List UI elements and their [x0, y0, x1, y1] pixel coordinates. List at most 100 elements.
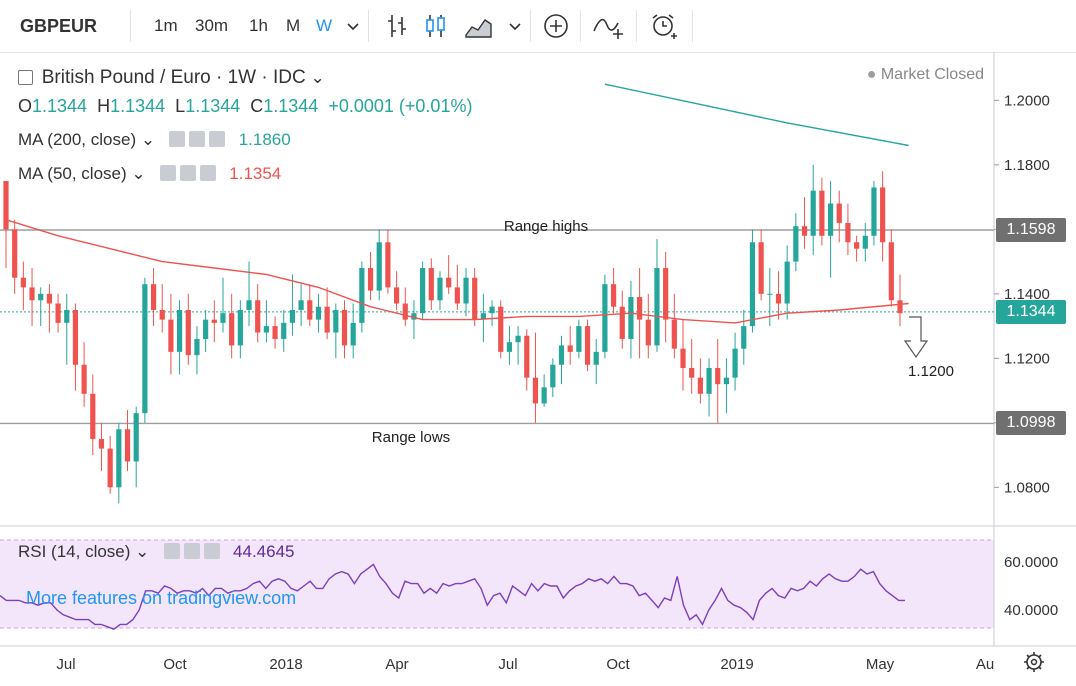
area-style-icon[interactable] [464, 13, 492, 39]
candle-body [654, 268, 660, 346]
chevron-down-icon[interactable]: ⌄ [310, 68, 325, 87]
candle-body [437, 277, 443, 301]
rsi-label[interactable]: RSI (14, close) [18, 542, 131, 561]
price-chart[interactable]: Range highs Range lows 1.1200 Jul Oct 2018… [0, 52, 1076, 686]
toolbar-divider [692, 10, 693, 42]
candle-body [315, 306, 322, 320]
candle-body [420, 268, 426, 314]
candle-body [38, 293, 44, 301]
candle-body [220, 313, 226, 323]
chevron-down-icon[interactable]: ⌄ [140, 130, 156, 149]
tradingview-watermark[interactable]: More features on tradingview.com [26, 588, 297, 608]
toolbar-divider [530, 10, 531, 42]
timeframe-week[interactable]: W [316, 16, 333, 35]
candle-body [506, 342, 513, 352]
candle-body [628, 297, 634, 339]
timeframe-1m[interactable]: 1m [154, 16, 178, 35]
candle-body [446, 277, 452, 288]
candle-body [454, 287, 460, 304]
candle-body [749, 242, 756, 327]
toolbar-divider [580, 10, 581, 42]
collapse-icon[interactable] [18, 70, 33, 85]
add-compare-icon[interactable] [542, 13, 570, 39]
ma50-label[interactable]: MA (50, close) [18, 164, 127, 183]
candle-body [281, 322, 287, 339]
price-axis[interactable]: 1.20001.18001.16001.14001.12001.10001.08… [994, 92, 1050, 496]
range-lows-label: Range lows [372, 429, 450, 446]
timeframe-30m[interactable]: 30m [195, 16, 229, 35]
candle-body [775, 293, 782, 304]
candle-body [333, 309, 339, 333]
visibility-icon[interactable] [169, 131, 186, 147]
settings-icon[interactable] [179, 165, 196, 181]
candle-body [46, 293, 52, 304]
candle-body [515, 335, 521, 343]
ma200-legend[interactable]: MA (200, close) ⌄ 1.1860 [18, 130, 291, 150]
rsi-tick-label: 40.0000 [1004, 602, 1058, 619]
open-label: O [18, 96, 33, 116]
timeframe-1h[interactable]: 1h [249, 16, 268, 35]
candle-body [663, 268, 669, 320]
settings-gear-icon[interactable] [1024, 652, 1044, 672]
ma200-line [604, 83, 909, 147]
instrument-title[interactable]: British Pound / Euro · 1W · IDC [41, 67, 306, 88]
candle-body [307, 300, 313, 320]
candle-body [12, 229, 18, 278]
chevron-down-icon[interactable] [346, 13, 360, 39]
ma50-value: 1.1354 [229, 164, 282, 183]
low-value: 1.1344 [185, 96, 241, 116]
candle-body [81, 364, 87, 394]
close-icon[interactable] [203, 543, 220, 559]
candle-body [810, 190, 816, 236]
candle-body [723, 377, 730, 385]
candle-body [116, 429, 122, 488]
close-icon[interactable] [209, 131, 226, 147]
rsi-axis[interactable]: 60.0000 40.0000 [1004, 554, 1058, 619]
candle-body [593, 351, 599, 365]
candle-body [541, 387, 547, 404]
time-axis[interactable]: Jul Oct 2018 Apr Jul Oct 2019 May Au [56, 656, 994, 673]
high-value: 1.1344 [110, 96, 166, 116]
candle-body [715, 368, 721, 385]
candle-body [819, 190, 825, 236]
candle-body [237, 309, 243, 346]
candle-body [689, 368, 695, 378]
visibility-icon[interactable] [159, 165, 176, 181]
candle-body [880, 187, 886, 243]
candle-body [107, 448, 113, 488]
rsi-legend[interactable]: RSI (14, close) ⌄ 44.4645 [18, 542, 295, 562]
candle-body [697, 377, 703, 394]
ma200-label[interactable]: MA (200, close) [18, 130, 137, 149]
candle-body [732, 348, 738, 378]
symbol-button[interactable]: GBPEUR [20, 16, 98, 36]
settings-icon[interactable] [183, 543, 200, 559]
ma50-legend[interactable]: MA (50, close) ⌄ 1.1354 [18, 164, 281, 184]
top-toolbar: GBPEUR 1m 30m 1h M W [0, 0, 1076, 53]
market-status-text: Market Closed [880, 66, 984, 83]
alert-icon[interactable] [648, 13, 680, 39]
indicators-icon[interactable] [592, 13, 626, 39]
range-lows-price-tag: 1.0998 [996, 411, 1066, 436]
timeframe-month[interactable]: M [286, 16, 301, 35]
time-tick-label: Au [976, 656, 994, 673]
candle-body [3, 180, 9, 230]
candle-body [359, 268, 365, 323]
chevron-down-icon[interactable]: ⌄ [135, 542, 150, 561]
candle-body [827, 203, 834, 236]
time-tick-label: Jul [56, 656, 75, 673]
candle-body [801, 226, 808, 236]
candle-style-icon[interactable] [422, 13, 450, 39]
target-label: 1.1200 [908, 363, 954, 380]
toolbar-divider [636, 10, 637, 42]
close-icon[interactable] [199, 165, 216, 181]
candle-body [211, 319, 217, 323]
bar-style-icon[interactable] [384, 13, 412, 39]
candle-body [888, 242, 894, 301]
candle-body [472, 277, 478, 320]
settings-icon[interactable] [189, 131, 206, 147]
toolbar-divider [130, 10, 131, 42]
chevron-down-icon[interactable] [506, 13, 524, 39]
visibility-icon[interactable] [163, 543, 180, 559]
chevron-down-icon[interactable]: ⌄ [131, 164, 146, 183]
ma50-line [5, 219, 909, 324]
